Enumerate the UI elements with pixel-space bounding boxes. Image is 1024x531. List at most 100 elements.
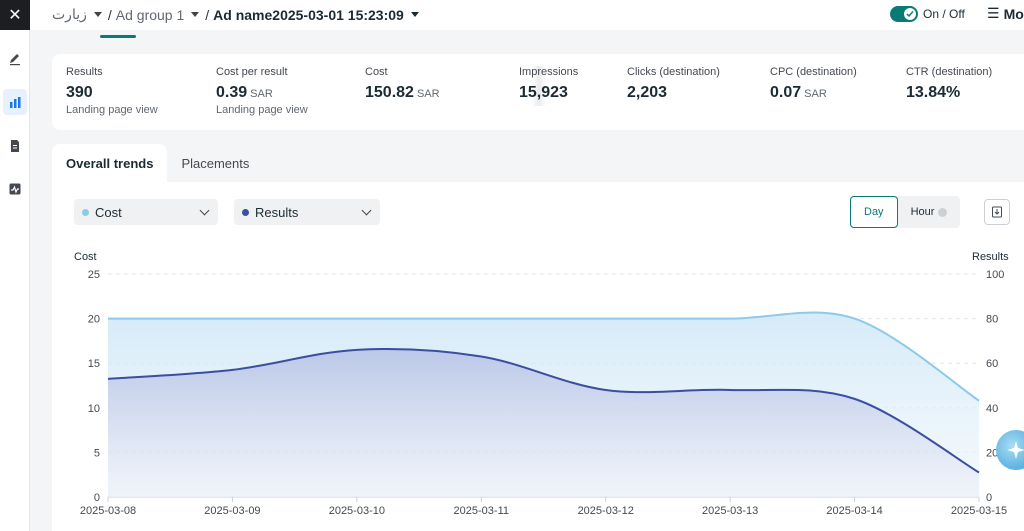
tab-placements[interactable]: Placements [181, 155, 250, 171]
y-axis-right-title: Results [972, 251, 1009, 263]
metric-clicks: Clicks (destination) 2,203 [627, 66, 720, 102]
breadcrumb-ad-name[interactable]: Ad name2025-03-01 15:23:09 [213, 6, 404, 23]
document-icon[interactable] [3, 133, 27, 159]
breadcrumb-ad-group[interactable]: Ad group 1 [115, 6, 185, 23]
select-value: Cost [95, 204, 122, 220]
metric-unit: SAR [250, 88, 273, 100]
more-button[interactable]: ☰ More [987, 5, 1024, 22]
metric-sub: Landing page view [216, 104, 308, 116]
metric-sub: Landing page view [66, 104, 158, 116]
metric-cost: Cost 150.82 SAR [365, 66, 440, 102]
more-label: More [1003, 5, 1024, 22]
metric-value: 15,923 [519, 84, 578, 102]
metric-value: 0.07 SAR [770, 84, 857, 102]
breadcrumb-separator: / [107, 6, 112, 23]
edit-icon[interactable] [3, 46, 27, 72]
metric-results: Results 390 Landing page view [66, 66, 158, 116]
metric-number: 13.84% [906, 84, 961, 101]
metric-unit: SAR [804, 88, 827, 100]
check-icon [904, 8, 916, 20]
tab-overall-trends[interactable]: Overall trends [52, 144, 168, 182]
metric-label: CTR (destination) [906, 66, 993, 78]
metric-value: 2,203 [627, 84, 720, 102]
download-icon [992, 206, 1002, 218]
chart-panel: Cost Results Day Hour Cost Results [52, 182, 1024, 531]
scroll-fade [532, 66, 546, 106]
activity-icon[interactable] [3, 176, 27, 202]
metric-cost-per-result: Cost per result 0.39 SAR Landing page vie… [216, 66, 308, 116]
y-tick-left: 5 [94, 447, 100, 459]
legend-dot [82, 208, 89, 216]
metric-value: 0.39 SAR [216, 84, 308, 102]
metric-label: Results [66, 66, 103, 78]
metric-number: 0.07 [770, 84, 802, 101]
metric-value: 13.84% [906, 84, 992, 102]
assistant-icon[interactable] [996, 430, 1024, 470]
breadcrumb: زيارت / Ad group 1 / Ad name2025-03-01 1… [52, 6, 425, 23]
x-tick-label: 2025-03-09 [204, 505, 260, 517]
granularity-day[interactable]: Day [850, 196, 898, 228]
metric-value: 390 [66, 84, 158, 102]
metric-select-results[interactable]: Results [234, 199, 380, 225]
metric-number: 2,203 [627, 84, 668, 101]
metric-unit: SAR [416, 88, 440, 100]
y-tick-right: 20 [986, 447, 998, 459]
metric-label: Impressions [519, 66, 579, 78]
y-tick-right: 40 [986, 403, 998, 415]
active-tab-indicator [100, 35, 136, 38]
metric-number: 0.39 [216, 84, 248, 101]
y-tick-left: 25 [88, 269, 100, 281]
metric-label: Cost [365, 66, 388, 78]
chevron-down-icon[interactable] [410, 12, 419, 17]
header: زيارت / Ad group 1 / Ad name2025-03-01 1… [30, 0, 1024, 38]
chevron-down-icon[interactable] [191, 12, 200, 17]
y-tick-left: 0 [94, 492, 100, 504]
close-icon[interactable]: ✕ [0, 0, 30, 30]
y-tick-right: 60 [986, 358, 998, 370]
metric-ctr: CTR (destination) 13.84% [906, 66, 992, 102]
granularity-toggle: Day Hour [850, 196, 961, 228]
granularity-hour[interactable]: Hour [898, 196, 961, 228]
metric-select-cost[interactable]: Cost [74, 199, 218, 225]
metric-label: CPC (destination) [770, 66, 857, 78]
chart-icon[interactable] [3, 89, 27, 115]
legend-dot [242, 208, 249, 216]
area-results [108, 348, 979, 497]
download-button[interactable] [984, 199, 1010, 225]
metric-value: 150.82 SAR [365, 84, 440, 102]
x-tick-label: 2025-03-14 [826, 505, 882, 517]
metric-impressions: Impressions 15,923 [519, 66, 578, 102]
select-value: Results [255, 204, 299, 220]
granularity-hour-label: Hour [910, 206, 935, 218]
breadcrumb-separator: / [205, 6, 210, 23]
on-off-toggle-wrap: On / Off [890, 6, 965, 22]
metric-number: 15,923 [519, 84, 568, 101]
y-axis-left-title: Cost [74, 251, 97, 263]
x-tick-label: 2025-03-11 [454, 505, 509, 517]
y-tick-right: 100 [986, 269, 1004, 281]
metric-cpc: CPC (destination) 0.07 SAR [770, 66, 857, 102]
metric-number: 150.82 [365, 84, 414, 101]
chevron-down-icon[interactable] [93, 12, 102, 17]
left-rail: ✕ [0, 0, 30, 531]
y-tick-right: 80 [986, 314, 998, 326]
trend-chart: 0 5 10 15 20 25 0 20 40 60 80 100 2025-03-08 2025-03-… [80, 269, 1007, 517]
x-tick-label: 2025-03-15 [951, 505, 1007, 517]
metric-label: Cost per result [216, 66, 288, 78]
metric-number: 390 [66, 84, 93, 101]
metric-label: Clicks (destination) [627, 66, 720, 78]
view-tabs: Overall trends Placements [52, 144, 263, 182]
metrics-summary: Results 390 Landing page view Cost per r… [52, 54, 1024, 130]
on-off-toggle[interactable] [890, 6, 918, 22]
breadcrumb-campaign[interactable]: زيارت [52, 6, 87, 22]
y-tick-left: 15 [88, 358, 100, 370]
line-cost [107, 311, 980, 402]
y-tick-left: 20 [88, 314, 100, 326]
toggle-label: On / Off [923, 7, 965, 21]
x-tick-label: 2025-03-08 [80, 505, 136, 517]
y-tick-left: 10 [88, 403, 100, 415]
line-results [107, 347, 980, 474]
x-tick-label: 2025-03-13 [702, 505, 758, 517]
info-icon [938, 207, 948, 217]
menu-icon: ☰ [987, 5, 1000, 21]
